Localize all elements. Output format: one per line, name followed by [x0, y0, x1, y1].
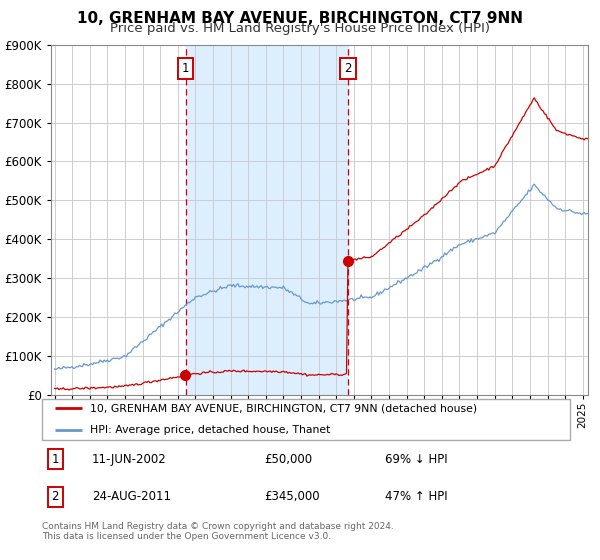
- Text: 11-JUN-2002: 11-JUN-2002: [92, 452, 167, 465]
- Text: 10, GRENHAM BAY AVENUE, BIRCHINGTON, CT7 9NN (detached house): 10, GRENHAM BAY AVENUE, BIRCHINGTON, CT7…: [89, 403, 476, 413]
- Text: Price paid vs. HM Land Registry's House Price Index (HPI): Price paid vs. HM Land Registry's House …: [110, 22, 490, 35]
- Text: 69% ↓ HPI: 69% ↓ HPI: [385, 452, 448, 465]
- Text: 2: 2: [52, 491, 59, 503]
- Text: £50,000: £50,000: [264, 452, 312, 465]
- Text: 1: 1: [52, 452, 59, 465]
- Bar: [185, 45, 347, 395]
- Text: 24-AUG-2011: 24-AUG-2011: [92, 491, 171, 503]
- Text: 10, GRENHAM BAY AVENUE, BIRCHINGTON, CT7 9NN: 10, GRENHAM BAY AVENUE, BIRCHINGTON, CT7…: [77, 11, 523, 26]
- Text: £345,000: £345,000: [264, 491, 319, 503]
- Text: 47% ↑ HPI: 47% ↑ HPI: [385, 491, 448, 503]
- Text: 2: 2: [344, 62, 352, 74]
- Text: Contains HM Land Registry data © Crown copyright and database right 2024.
This d: Contains HM Land Registry data © Crown c…: [42, 522, 394, 542]
- Text: 1: 1: [182, 62, 189, 74]
- Text: HPI: Average price, detached house, Thanet: HPI: Average price, detached house, Than…: [89, 424, 330, 435]
